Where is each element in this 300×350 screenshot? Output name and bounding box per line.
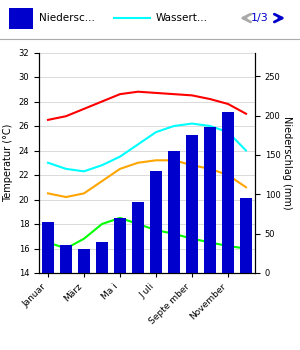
Bar [60,245,72,273]
Bar [150,171,162,273]
Bar [42,222,54,273]
Bar [114,218,126,273]
Y-axis label: Temperatur (°C): Temperatur (°C) [3,124,13,202]
Bar [168,151,180,273]
Bar [222,112,234,273]
Text: Wassert...: Wassert... [156,13,208,23]
Bar [240,198,252,273]
Y-axis label: Niederschlag (mm): Niederschlag (mm) [282,116,292,210]
Bar [78,249,90,273]
Bar [204,127,216,273]
Text: Niedersc...: Niedersc... [39,13,95,23]
Text: 1/3: 1/3 [250,13,268,23]
Bar [186,135,198,273]
Bar [9,8,33,29]
Bar [132,202,144,273]
Bar [96,241,108,273]
